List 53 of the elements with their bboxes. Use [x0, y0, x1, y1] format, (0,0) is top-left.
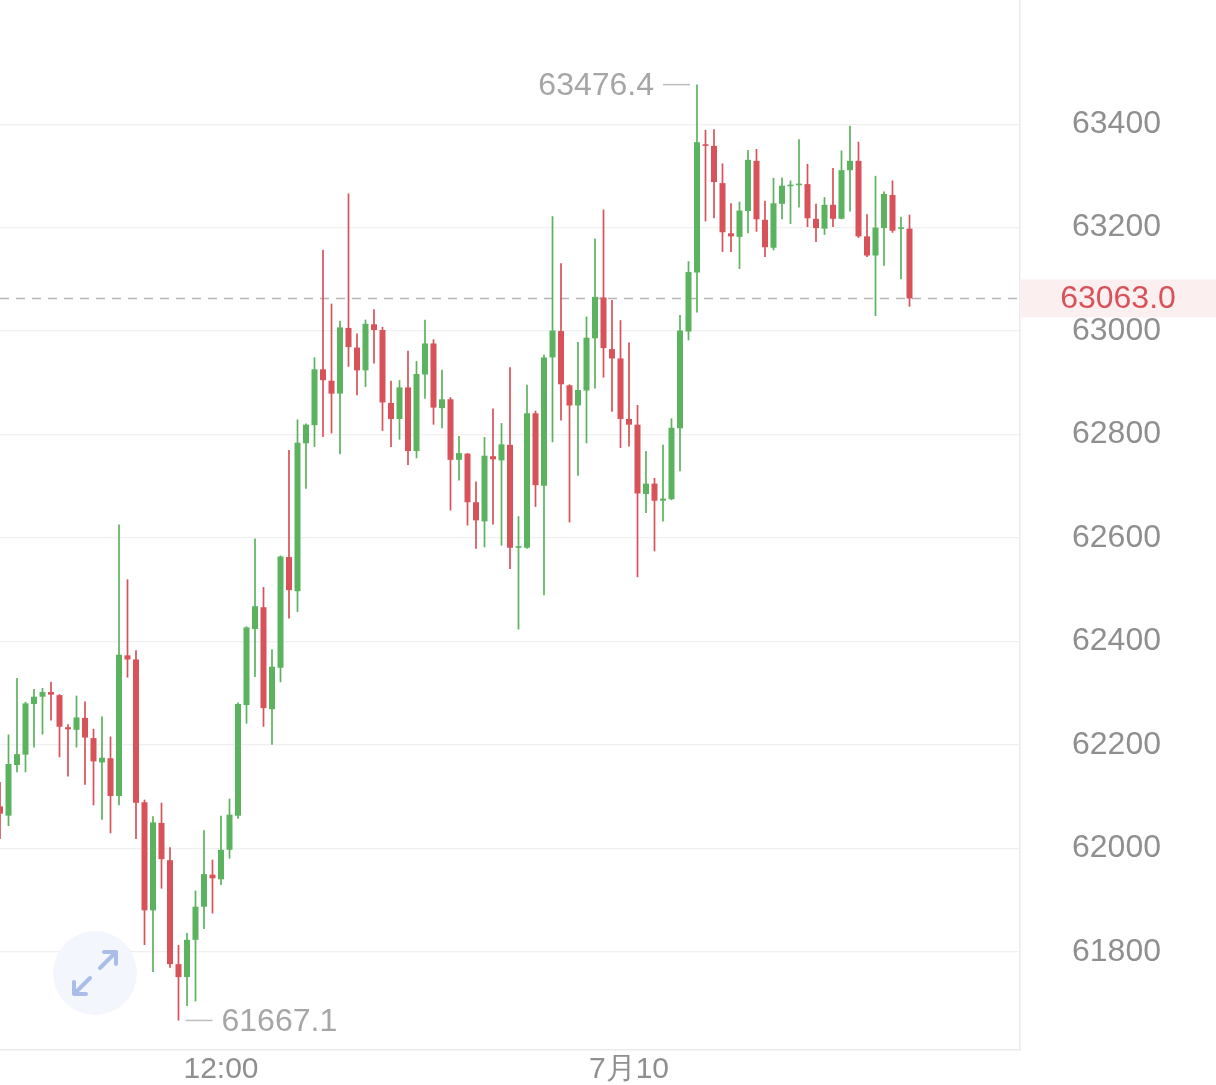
candlestick — [39, 687, 46, 736]
y-tick-label: 63200 — [1072, 207, 1161, 244]
candlestick — [371, 308, 377, 365]
candlestick — [456, 435, 462, 482]
annotation: 63476.4 — [538, 66, 654, 103]
candlestick — [490, 407, 496, 526]
candlestick — [660, 443, 666, 523]
candlestick — [65, 723, 71, 778]
candlestick — [388, 379, 394, 448]
candlestick — [124, 578, 131, 679]
candlestick — [252, 537, 258, 678]
candlestick — [575, 341, 581, 477]
candlestick — [779, 176, 785, 221]
annotation: 61667.1 — [221, 1002, 338, 1039]
candlestick — [847, 124, 853, 213]
candlestick — [303, 422, 309, 490]
candlestick — [702, 128, 709, 223]
candlestick — [643, 450, 649, 514]
candlestick — [813, 202, 819, 243]
candlestick — [175, 944, 182, 1022]
y-tick-label: 62600 — [1072, 517, 1161, 554]
candlestick — [728, 202, 734, 253]
x-tick-label: 7月10 — [588, 1051, 670, 1085]
candlestick — [345, 192, 352, 368]
candlestick — [82, 700, 88, 786]
candlestick — [90, 727, 97, 807]
candlestick — [14, 677, 20, 774]
candlestick — [626, 341, 632, 448]
y-tick-label: 62000 — [1072, 828, 1161, 865]
candlestick — [549, 215, 556, 444]
candlestick — [566, 383, 573, 524]
y-tick-label: 62800 — [1072, 414, 1161, 451]
y-tick-label: 63400 — [1072, 103, 1161, 140]
y-tick-label: 61800 — [1072, 931, 1161, 968]
y-tick-label: 62400 — [1072, 621, 1161, 658]
candlestick — [830, 167, 836, 228]
candlestick — [864, 213, 870, 258]
candlestick — [73, 694, 80, 749]
candlestick — [609, 299, 615, 413]
candlestick — [515, 515, 522, 631]
candlestick — [473, 480, 479, 550]
candlestick — [328, 302, 335, 435]
candlestick — [651, 477, 658, 553]
y-tick-label: 62200 — [1072, 724, 1161, 761]
x-tick-label: 12:00 — [183, 1051, 259, 1085]
candlestick — [31, 688, 37, 749]
candlestick — [498, 422, 505, 547]
candlestick — [898, 215, 904, 281]
candlestick — [320, 248, 326, 438]
candlestick — [48, 680, 54, 722]
candlestick — [439, 368, 445, 430]
candlestick — [354, 332, 360, 397]
candlestick — [821, 196, 828, 236]
